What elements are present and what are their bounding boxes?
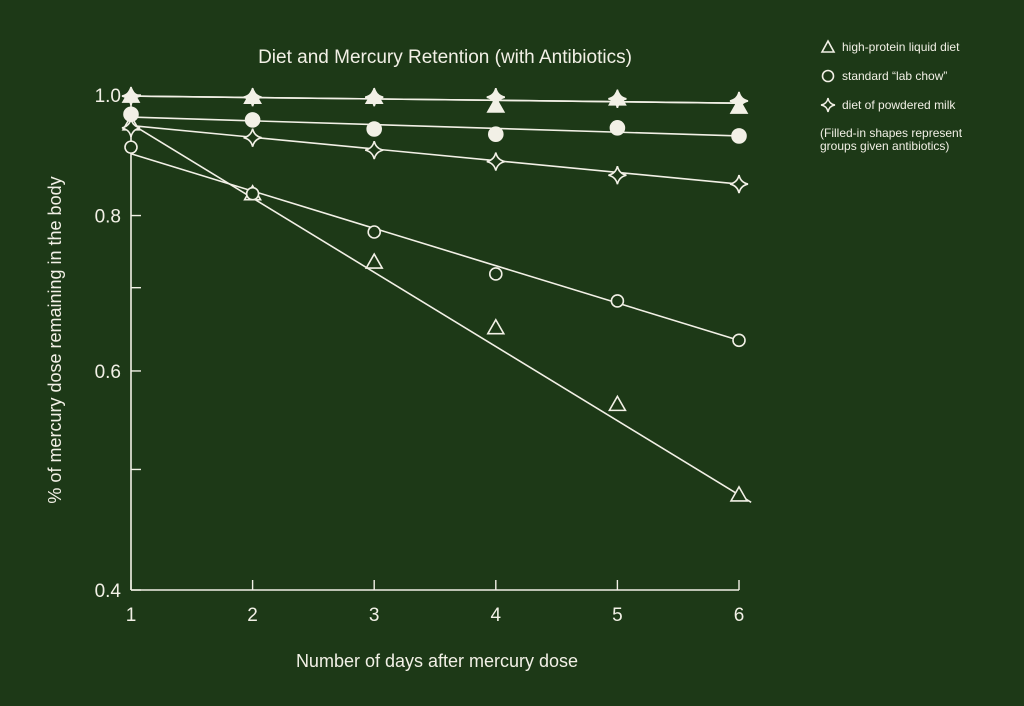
triangle-marker (364, 252, 384, 269)
triangle-marker (486, 318, 506, 335)
fit-lines (130, 95, 752, 503)
legend-note-line: groups given antibiotics) (820, 139, 950, 153)
x-tick-label: 6 (734, 605, 745, 626)
y-tick-label: 0.4 (95, 581, 122, 602)
triangle-marker (729, 485, 749, 502)
star-marker (729, 91, 749, 111)
circle-marker (488, 267, 503, 281)
legend: high-protein liquid diet standard “lab c… (820, 39, 1020, 153)
fit-line (130, 124, 740, 185)
legend-label: high-protein liquid diet (842, 40, 960, 54)
circle-marker (367, 225, 382, 239)
star-marker (121, 118, 141, 138)
circle-marker (731, 128, 747, 144)
chart-title: Diet and Mercury Retention (with Antibio… (258, 47, 632, 68)
legend-note-line: (Filled-in shapes represent (820, 126, 963, 140)
circle-marker (609, 120, 626, 136)
x-tick-label: 4 (491, 605, 502, 626)
circle-marker (366, 121, 383, 137)
legend-item-powdered-milk: diet of powdered milk (820, 97, 1020, 113)
triangle-marker (608, 394, 627, 412)
y-tick-label: 0.8 (95, 207, 121, 228)
x-axis-label: Number of days after mercury dose (296, 651, 578, 671)
fit-line (130, 123, 752, 503)
star-icon (820, 97, 836, 113)
star-marker (364, 140, 384, 160)
circle-marker (732, 333, 746, 348)
circle-marker (123, 106, 139, 123)
circle-marker (610, 294, 625, 308)
x-tick-label: 2 (247, 605, 258, 626)
legend-item-lab-chow: standard “lab chow” (820, 69, 1020, 83)
circle-marker (245, 186, 260, 201)
star-marker (486, 152, 506, 171)
legend-label: standard “lab chow” (842, 69, 948, 83)
legend-item-high-protein: high-protein liquid diet (820, 39, 1020, 54)
y-tick-label: 0.6 (95, 362, 121, 383)
star-marker (608, 89, 627, 108)
legend-label: diet of powdered milk (842, 98, 956, 112)
star-marker (243, 87, 262, 107)
x-tick-label: 1 (126, 605, 137, 626)
y-axis-label: % of mercury dose remaining in the body (45, 176, 65, 503)
star-marker (364, 87, 384, 107)
legend-note: (Filled-in shapes represent groups given… (820, 127, 1020, 153)
x-tick-label: 5 (612, 605, 623, 626)
fit-line (130, 95, 740, 104)
star-marker (729, 174, 749, 194)
data-markers (121, 86, 749, 502)
fit-line (130, 116, 740, 137)
circle-icon (821, 69, 835, 83)
axes: 1.0 0.8 0.6 0.41 2 3 4 5 6 (95, 86, 745, 626)
circle-marker (124, 140, 138, 154)
fit-line (130, 152, 740, 342)
circle-marker (244, 112, 261, 128)
star-marker (608, 166, 627, 185)
star-marker (486, 87, 506, 107)
star-marker (121, 86, 141, 106)
x-tick-label: 3 (369, 605, 380, 626)
circle-marker (487, 126, 504, 143)
y-tick-label: 1.0 (95, 86, 121, 107)
triangle-icon (820, 39, 836, 53)
star-marker (243, 128, 262, 147)
